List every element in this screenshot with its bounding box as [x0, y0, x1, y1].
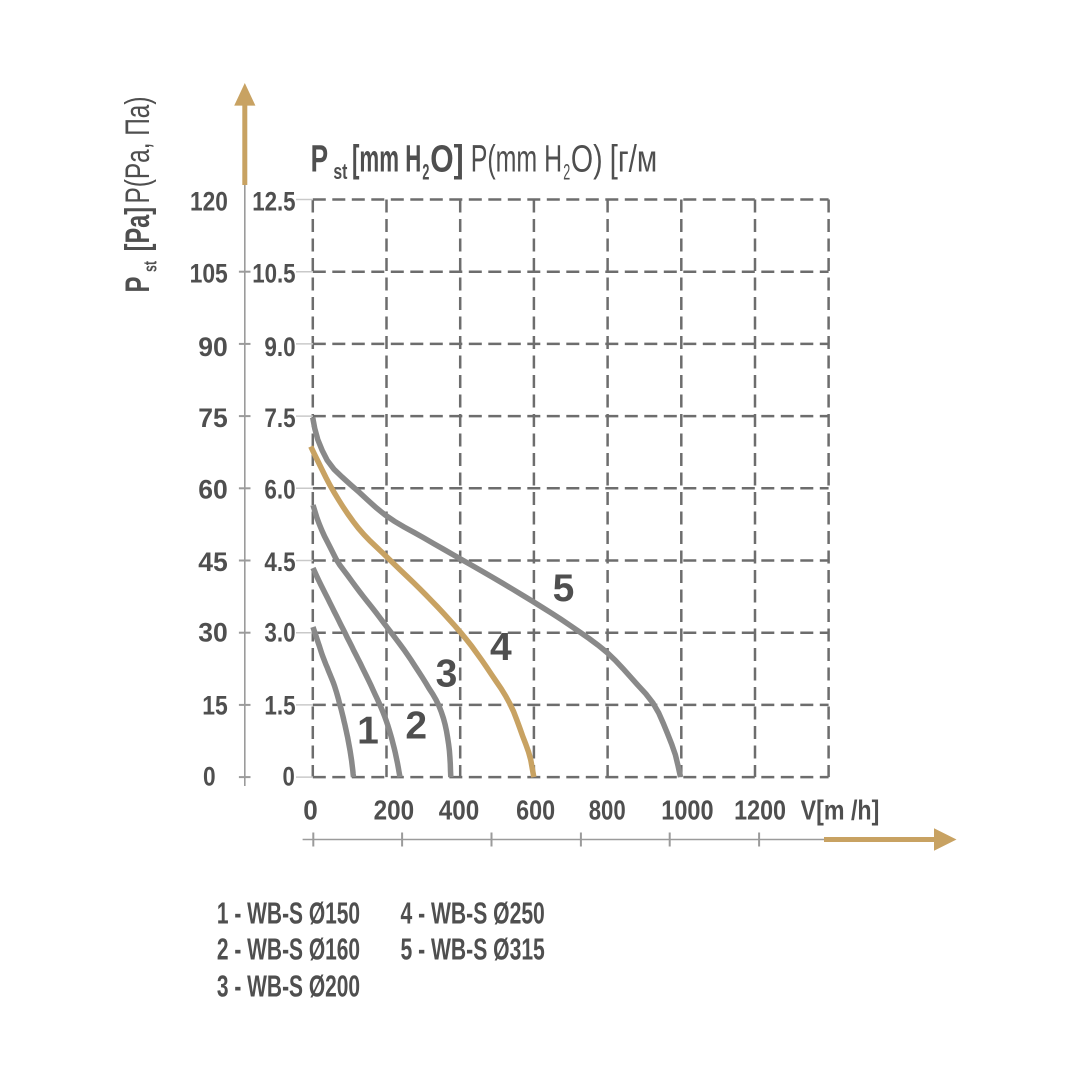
- svg-text:5: 5: [553, 567, 575, 610]
- svg-text:4 - WB-S Ø250: 4 - WB-S Ø250: [401, 895, 545, 930]
- svg-text:0: 0: [283, 762, 295, 792]
- svg-text:105: 105: [190, 259, 228, 289]
- svg-text:60: 60: [198, 475, 228, 505]
- svg-text:0: 0: [303, 794, 318, 825]
- svg-text:1000: 1000: [661, 794, 713, 825]
- svg-text:120: 120: [190, 187, 228, 217]
- svg-text:90: 90: [198, 332, 228, 362]
- svg-text:30: 30: [198, 618, 228, 648]
- svg-text:2: 2: [405, 705, 427, 748]
- svg-text:6.0: 6.0: [264, 475, 295, 505]
- svg-text:600: 600: [516, 794, 555, 825]
- svg-text:3 - WB-S Ø200: 3 - WB-S Ø200: [217, 969, 360, 1004]
- svg-text:1: 1: [357, 709, 379, 752]
- svg-text:O): O): [571, 139, 603, 181]
- svg-text:1.5: 1.5: [264, 690, 295, 720]
- svg-text:3: 3: [436, 652, 458, 695]
- svg-text:2 - WB-S Ø160: 2 - WB-S Ø160: [217, 932, 360, 967]
- svg-text:[Pa]: [Pa]: [119, 207, 157, 252]
- svg-text:9.0: 9.0: [264, 332, 295, 362]
- svg-text:P: P: [119, 277, 157, 293]
- svg-text:1 - WB-S Ø150: 1 - WB-S Ø150: [217, 895, 360, 930]
- svg-text:0: 0: [203, 762, 216, 792]
- svg-text:4: 4: [490, 626, 512, 669]
- svg-text:st: st: [140, 261, 160, 272]
- svg-text:3.0: 3.0: [264, 618, 295, 648]
- svg-text:P(Pa, Па): P(Pa, Па): [119, 97, 157, 204]
- svg-text:400: 400: [439, 794, 480, 825]
- svg-text:st: st: [333, 159, 347, 184]
- svg-text:4.5: 4.5: [264, 547, 295, 577]
- svg-text:10.5: 10.5: [252, 259, 295, 289]
- svg-text:P(mm H: P(mm H: [471, 139, 562, 181]
- svg-text:[г/м: [г/м: [610, 139, 658, 181]
- svg-text:2: 2: [422, 160, 429, 185]
- svg-text:[mm H: [mm H: [352, 139, 421, 181]
- svg-text:12.5: 12.5: [252, 187, 295, 217]
- svg-text:O]: O]: [430, 139, 463, 181]
- svg-text:200: 200: [374, 794, 415, 825]
- svg-text:5 - WB-S Ø315: 5 - WB-S Ø315: [401, 932, 545, 967]
- svg-text:V[m /h]: V[m /h]: [801, 794, 880, 825]
- svg-text:800: 800: [589, 794, 626, 825]
- svg-text:15: 15: [202, 690, 228, 720]
- svg-text:1200: 1200: [734, 794, 786, 825]
- svg-text:2: 2: [563, 160, 570, 185]
- svg-text:45: 45: [198, 547, 228, 577]
- svg-text:7.5: 7.5: [264, 403, 295, 433]
- svg-text:P: P: [311, 139, 329, 181]
- svg-text:75: 75: [198, 403, 228, 433]
